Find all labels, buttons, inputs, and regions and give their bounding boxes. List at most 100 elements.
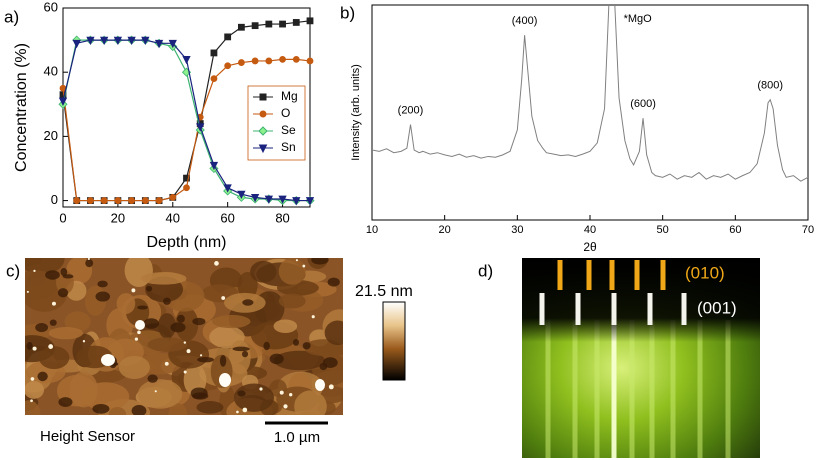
x-tick-label: 0	[59, 210, 66, 225]
dark-gap	[163, 297, 171, 305]
plot-area	[58, 17, 315, 206]
data-point	[113, 36, 123, 45]
data-point	[169, 193, 177, 201]
afm-texture	[25, 258, 343, 415]
data-point	[155, 197, 163, 204]
bright-dot	[33, 269, 36, 273]
x-axis-label: 2θ	[583, 240, 597, 254]
data-point	[292, 55, 300, 63]
data-point	[196, 123, 205, 132]
bright-dot	[30, 399, 33, 403]
data-point	[168, 39, 177, 49]
orange-label: (010)	[685, 263, 725, 282]
orange-marker	[557, 260, 563, 290]
bright-dot	[26, 290, 29, 293]
bright-dot	[48, 344, 54, 349]
data-point	[279, 20, 286, 28]
data-point	[251, 22, 259, 30]
bright-dot	[221, 296, 226, 300]
y-axis-label: Concentration (%)	[13, 43, 30, 172]
dark-gap	[269, 353, 284, 365]
data-point	[209, 161, 219, 171]
dark-gap	[146, 285, 153, 292]
orange-marker	[609, 260, 615, 290]
data-point	[279, 55, 286, 63]
data-point	[265, 57, 273, 65]
bright-grain	[219, 373, 231, 387]
dark-gap	[131, 405, 147, 415]
bright-dot	[242, 407, 248, 413]
bright-dot	[214, 261, 219, 266]
data-point	[306, 17, 314, 25]
grain	[147, 337, 188, 352]
bright-dot	[199, 354, 203, 357]
grain	[64, 311, 91, 333]
data-point	[86, 36, 95, 45]
panel-label: b)	[340, 3, 355, 22]
x-tick-label: 80	[275, 210, 289, 225]
colorbar	[382, 301, 406, 381]
dark-gap	[311, 258, 329, 265]
x-tick-label: 20	[439, 224, 451, 236]
orange-marker	[634, 260, 640, 290]
data-point	[72, 39, 81, 49]
white-marker	[647, 293, 653, 325]
x-tick-label: 40	[584, 224, 596, 236]
dark-gap	[60, 267, 68, 277]
panel-label: a)	[4, 7, 19, 26]
grain	[140, 272, 187, 285]
dark-gap	[57, 288, 69, 298]
white-label: (001)	[697, 298, 737, 317]
grain	[168, 403, 188, 415]
legend-marker	[258, 144, 268, 154]
data-point	[237, 59, 245, 66]
grain	[250, 260, 277, 283]
peak-label: *MgO	[624, 13, 653, 25]
bright-grain	[101, 354, 115, 366]
bright-dot	[236, 410, 239, 414]
data-point	[265, 20, 273, 28]
bright-dot	[289, 393, 293, 397]
grain	[273, 350, 325, 371]
bright-dot	[30, 377, 35, 381]
grain	[25, 400, 41, 415]
grain	[116, 293, 136, 314]
panel-label: c)	[6, 261, 20, 280]
grain	[324, 320, 343, 346]
data-point	[100, 197, 108, 204]
x-tick-label: 70	[802, 224, 814, 236]
legend-label: Se	[281, 123, 296, 137]
dark-gap	[327, 277, 340, 287]
rheed-image	[522, 258, 760, 458]
dark-gap	[322, 357, 338, 368]
white-marker	[681, 293, 687, 325]
bright-dot	[87, 258, 90, 261]
dark-gap	[62, 274, 74, 279]
legend-label: Mg	[281, 89, 298, 103]
dark-gap	[49, 319, 57, 326]
streak-markers	[539, 260, 687, 325]
dark-gap	[192, 317, 206, 326]
x-axis-label: Depth (nm)	[146, 234, 226, 251]
white-marker	[539, 293, 545, 325]
grain	[38, 346, 70, 370]
bright-dot	[311, 315, 315, 319]
dark-gap	[263, 341, 270, 351]
dark-gap	[292, 339, 300, 346]
data-point	[264, 195, 273, 204]
bright-dot	[51, 301, 56, 306]
data-point	[183, 184, 190, 192]
data-point	[128, 197, 136, 204]
dark-gap	[177, 314, 185, 323]
legend-marker	[259, 110, 267, 118]
caption: Height Sensor	[40, 428, 135, 445]
legend-marker	[259, 93, 267, 101]
plot-frame	[371, 4, 809, 221]
grain	[118, 355, 150, 379]
dark-gap	[170, 322, 186, 333]
data-point	[223, 184, 232, 193]
data-point	[237, 23, 245, 31]
data-point	[210, 49, 218, 57]
bright-dot	[283, 404, 288, 409]
